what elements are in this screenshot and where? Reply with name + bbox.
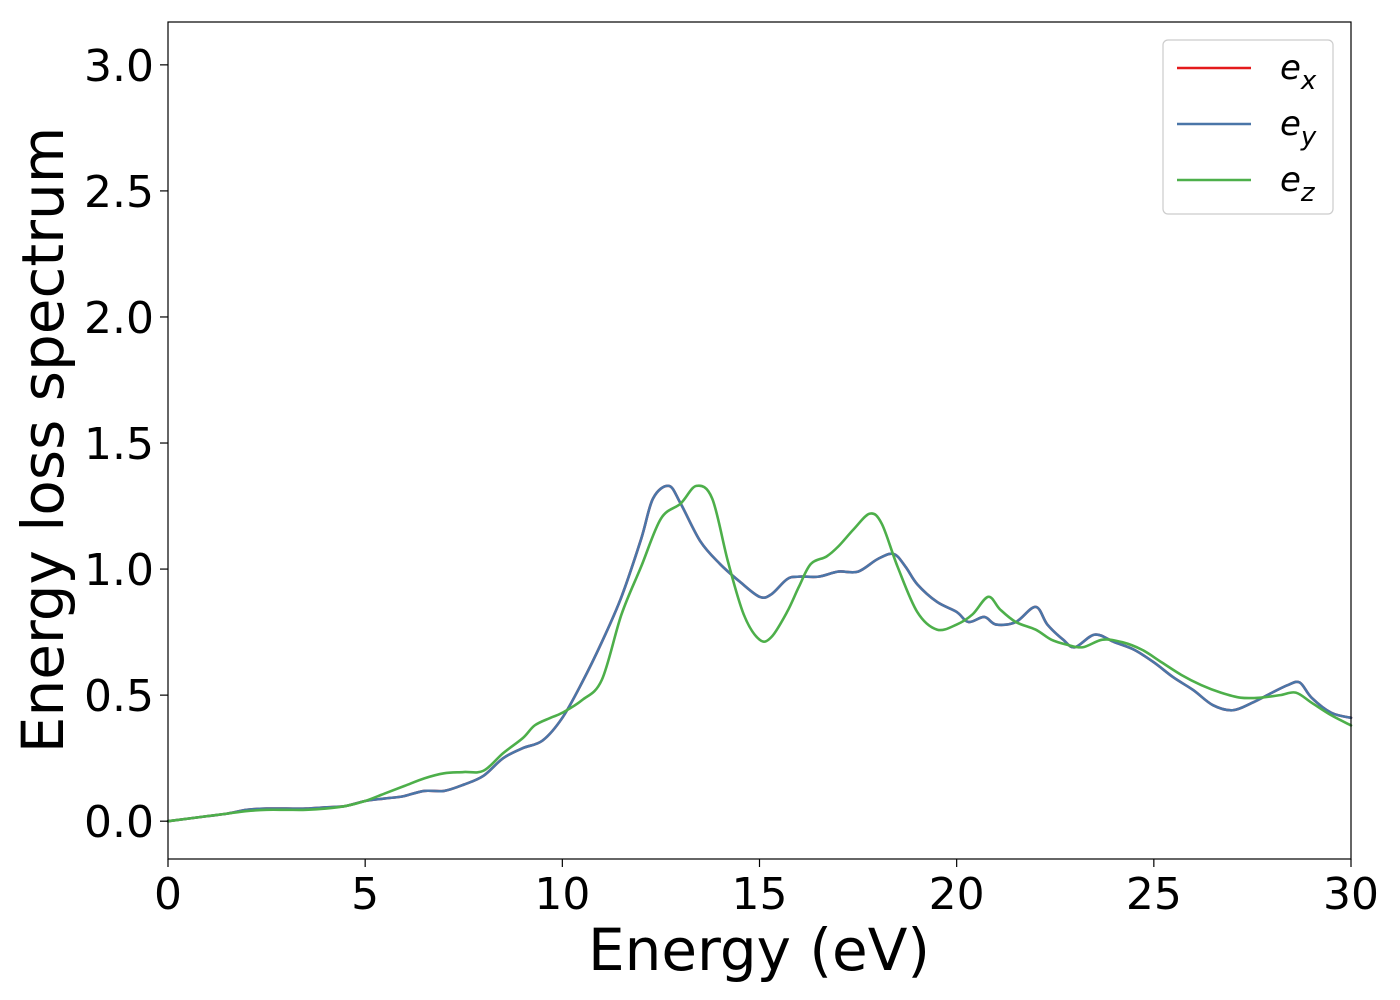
y-tick-label: 1.5 <box>84 419 154 470</box>
x-axis-label: Energy (eV) <box>588 916 930 984</box>
x-tick-label: 10 <box>534 869 590 920</box>
y-tick-label: 2.0 <box>84 293 154 344</box>
legend-label-base: e <box>1280 104 1301 144</box>
y-tick-label: 0.5 <box>84 671 154 722</box>
series-line-ey <box>166 484 1353 823</box>
legend-label-subscript: x <box>1300 66 1317 96</box>
y-axis-label: Energy loss spectrum <box>9 127 77 753</box>
legend-label-subscript: z <box>1300 178 1316 208</box>
legend-label-subscript: y <box>1300 122 1317 152</box>
x-tick-label: 30 <box>1323 869 1379 920</box>
x-tick-label: 5 <box>351 869 379 920</box>
x-axis: 0 5 10 15 20 25 30 <box>154 859 1379 920</box>
legend-label-base: e <box>1280 48 1301 88</box>
series-layer <box>166 484 1353 823</box>
series-line-ez <box>166 484 1353 823</box>
y-tick-label: 0.0 <box>84 797 154 848</box>
legend-label-base: e <box>1280 160 1301 200</box>
y-tick-label: 2.5 <box>84 167 154 218</box>
x-tick-label: 20 <box>929 869 985 920</box>
series-line-ex <box>166 484 1353 823</box>
legend-label-ey: ey <box>1280 104 1317 152</box>
legend-box <box>1162 39 1334 215</box>
y-tick-label: 3.0 <box>84 41 154 92</box>
x-tick-label: 25 <box>1126 869 1182 920</box>
y-axis: 0.0 0.5 1.0 1.5 2.0 2.5 3.0 <box>84 41 168 848</box>
x-tick-label: 0 <box>154 869 182 920</box>
legend-label-ex: ex <box>1280 48 1317 96</box>
y-tick-label: 1.0 <box>84 545 154 596</box>
x-tick-label: 15 <box>732 869 788 920</box>
legend-label-ez: ez <box>1280 160 1316 208</box>
